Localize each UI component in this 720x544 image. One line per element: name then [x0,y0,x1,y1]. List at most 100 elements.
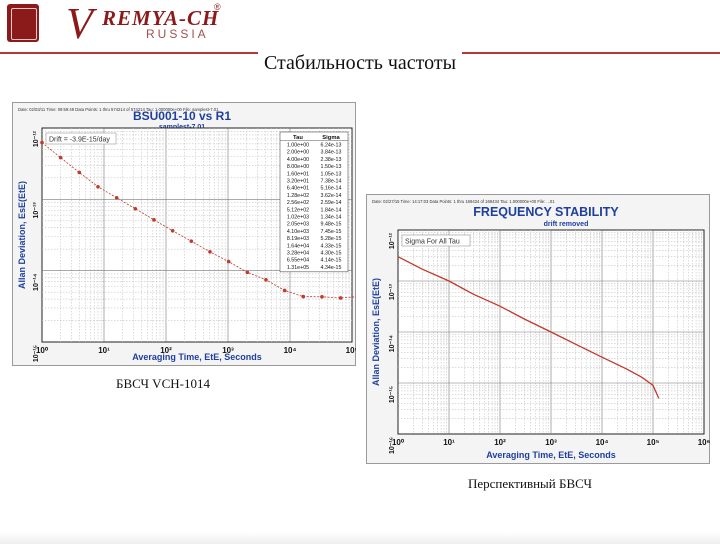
chart1-table-tau: 2.05e+03 [287,222,309,228]
chart1-table-sigma: 4.14e-15 [321,258,342,264]
chart1-data-point [77,170,82,175]
chart1-y-tick: 10⁻¹⁵ [33,345,40,362]
caption-prospective: Перспективный БВСЧ [468,476,592,491]
chart2-annotation: Sigma For All Tau [401,234,471,247]
chart1-title: BSU001-10 vs R1 [133,109,231,123]
brand-initial: V [66,0,93,48]
chart1-data-point [133,206,138,211]
chart2-x-tick: 10² [494,438,506,447]
chart2-x-tick: 10³ [545,438,557,447]
chart2-y-tick: 10⁻¹² [389,232,396,249]
chart1-table-sigma: 4.30e-15 [321,251,342,257]
chart1-data-point [170,229,175,233]
chart1-x-label: Averaging Time, EtE, Seconds [132,352,262,362]
chart2-annotation-box [401,234,471,247]
chart1-table-sigma: 3.84e-13 [321,150,342,156]
chart1-y-tick: 10⁻¹³ [33,202,40,219]
chart2-x-tick: 10⁶ [698,438,710,447]
chart1-y-tick: 10⁻¹² [33,130,40,147]
page-title: Стабильность частоты [0,49,720,77]
chart1-table-sigma: 1.34e-14 [321,215,342,221]
chart1-table-tau: 8.00e+00 [287,164,309,170]
brand-country: RUSSIA [146,27,209,41]
chart1-table-sigma: 7.38e-14 [321,179,342,185]
chart1-table-sigma: 5.28e-15 [321,236,342,242]
chart1-data-point [96,184,100,189]
chart1-series-line [41,142,360,299]
chart1-table-tau: 2.00e+00 [287,150,309,156]
chart1-table-sigma: 9.48e-15 [321,222,342,228]
chart1-table-sigma: 5.16e-14 [321,186,342,192]
brand-name: REMYA-CH [102,6,220,30]
chart1-data-point [58,155,63,160]
chart1-annotation-box [45,132,117,145]
chart1-results-table: Tau Sigma 1.00e+00 6.24e-13 2.00e+00 3.84e-13… [279,131,349,273]
chart2-svg: Date: 02/27/15 Time: 14:17:03 Data Point… [366,194,711,464]
chart1-data-point [338,296,343,300]
chart2-y-tick: 10⁻¹⁴ [389,334,396,352]
chart1-data-point [301,294,306,299]
chart1-data-point [152,218,156,222]
chart2-y-label: Allan Deviation, EsE(EtE) [371,278,381,386]
chart1-x-tick: 10⁴ [284,346,297,355]
chart2-x-tick: 10⁵ [647,438,660,447]
chart1-table-tau: 1.31e+05 [287,265,309,271]
chart1-table-tau: 6.55e+04 [287,258,309,264]
chart1-table-sigma: 7.45e-15 [321,229,342,235]
chart1-table-tau: 8.19e+03 [287,236,309,242]
chart-prospective: Date: 02/27/15 Time: 14:17:03 Data Point… [366,194,711,464]
chart1-table-tau: 3.20e+01 [287,179,309,185]
chart1-table-sigma: 2.38e-13 [321,157,342,163]
chart1-data-point [40,140,44,145]
chart1-table-tau: 2.56e+02 [287,200,309,206]
chart1-table-tau: 1.02e+03 [287,215,309,221]
caption-vch1014: БВСЧ VCH-1014 [116,376,210,391]
chart1-data-point [226,259,231,264]
chart1-table-tau: 1.00e+00 [287,143,309,149]
chart1-table-sigma: 4.33e-15 [321,243,342,249]
chart1-table-sigma: 6.24e-13 [321,143,342,149]
chart2-subtitle: drift removed [544,221,589,228]
chart1-x-tick: 10¹ [98,346,110,355]
chart1-x-tick: 10³ [222,346,234,355]
chart2-grid [398,230,704,434]
chart1-data-point [114,196,119,200]
slide-header: V REMYA-CH ® RUSSIA [0,0,720,52]
chart1-annotation-text: Drift = -3.9E-15/day [49,137,110,144]
chart1-table-tau: 4.10e+03 [287,229,309,235]
chart1-y-tick: 10⁻¹⁴ [33,273,40,291]
chart1-table-sigma: 1.50e-13 [321,164,342,170]
chart1-data-point [282,288,287,293]
chart1-data-point [320,295,324,299]
chart1-x-tick: 10⁰ [36,346,49,355]
chart2-x-tick: 10¹ [443,438,455,447]
chart2-series-line [397,256,660,399]
chart1-table-tau: 3.28e+04 [287,251,309,257]
footer-gradient [0,532,720,544]
chart1-table-sigma: 1.05e-13 [321,171,342,177]
chart1-data-point [264,277,268,282]
chart2-y-tick: 10⁻¹⁵ [389,386,396,403]
chart1-table-tau: 5.12e+02 [287,207,309,213]
page-title-text: Стабильность частоты [257,52,463,74]
chart1-data-point [189,239,194,243]
chart1-table-sigma: 2.59e-14 [321,200,342,206]
chart-vch1014: Date: 02/03/11 Time: 09:59:49 Data Point… [12,102,362,366]
company-crest-icon [7,4,39,42]
chart2-x-tick: 10⁴ [596,438,609,447]
chart1-table-tau: 1.64e+04 [287,243,309,249]
chart1-table-header-tau: Tau [293,135,303,141]
chart1-table-tau: 6.40e+01 [287,186,309,192]
chart1-table-tau: 4.00e+00 [287,157,309,163]
chart1-svg: Date: 02/03/11 Time: 09:59:49 Data Point… [12,102,362,366]
chart1-x-tick: 10² [160,346,172,355]
chart1-info-line: Date: 02/03/11 Time: 09:59:49 Data Point… [18,107,219,112]
chart2-info-line: Date: 02/27/15 Time: 14:17:03 Data Point… [372,199,555,204]
chart1-table-tau: 1.60e+01 [287,171,309,177]
chart1-table-sigma: 4.34e-15 [321,265,342,271]
chart1-table-box [279,131,349,273]
chart2-y-tick: 10⁻¹³ [389,283,396,300]
chart1-data-point [245,270,250,275]
chart1-table-sigma: 1.84e-14 [321,207,342,213]
chart2-annotation-text: Sigma For All Tau [405,239,460,246]
